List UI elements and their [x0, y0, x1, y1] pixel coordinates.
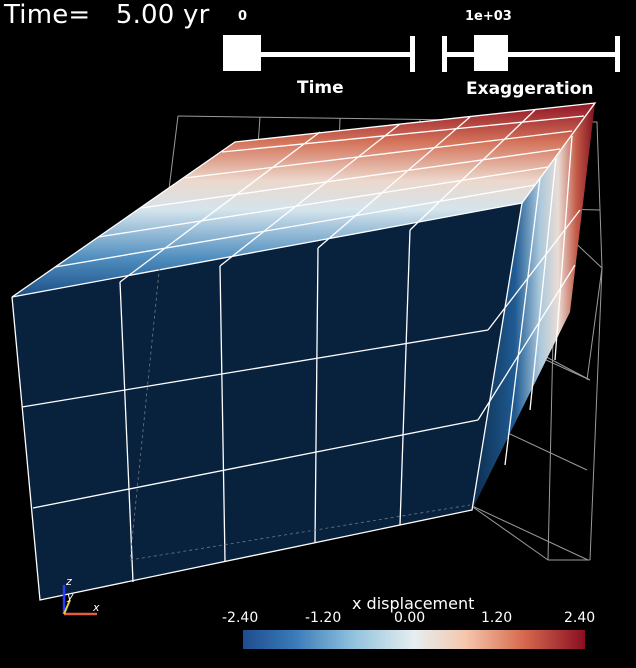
exaggeration-slider-handle[interactable] [474, 35, 508, 71]
exaggeration-slider-value: 1e+03 [465, 9, 512, 24]
colorbar-tick-1: -2.40 [222, 610, 259, 626]
colorbar-tick-2: -1.20 [305, 610, 342, 626]
colorbar-tick-3: 0.00 [394, 610, 426, 626]
time-slider-handle[interactable] [223, 35, 261, 71]
time-slider-value: 0 [238, 9, 248, 24]
colorbar-gradient [243, 630, 585, 649]
hidden-outline-lines [129, 261, 471, 561]
deformed-mesh-lines [11, 102, 597, 601]
axis-y-label: y [66, 590, 74, 603]
time-slider-end-cap [410, 36, 415, 72]
axis-z-label: z [65, 575, 72, 588]
orientation-axes-triad: z y x [62, 575, 100, 616]
time-slider-title: Time [297, 78, 344, 98]
mesh-side-face [472, 103, 595, 510]
time-value: 5.00 yr [115, 0, 210, 30]
time-readout: Time= 5.00 yr [4, 0, 209, 30]
colorbar-title: x displacement [352, 594, 475, 613]
colorbar-tick-5: 2.40 [564, 610, 596, 626]
exaggeration-slider-track[interactable] [444, 52, 620, 57]
exaggeration-slider-title: Exaggeration [466, 79, 594, 99]
time-slider-track[interactable] [224, 52, 414, 57]
exaggeration-slider-end-cap [615, 36, 620, 72]
axis-x-label: x [92, 601, 100, 614]
time-label: Time= [4, 0, 91, 30]
mesh-front-face [12, 203, 522, 600]
colorbar-tick-4: 1.20 [481, 610, 513, 626]
